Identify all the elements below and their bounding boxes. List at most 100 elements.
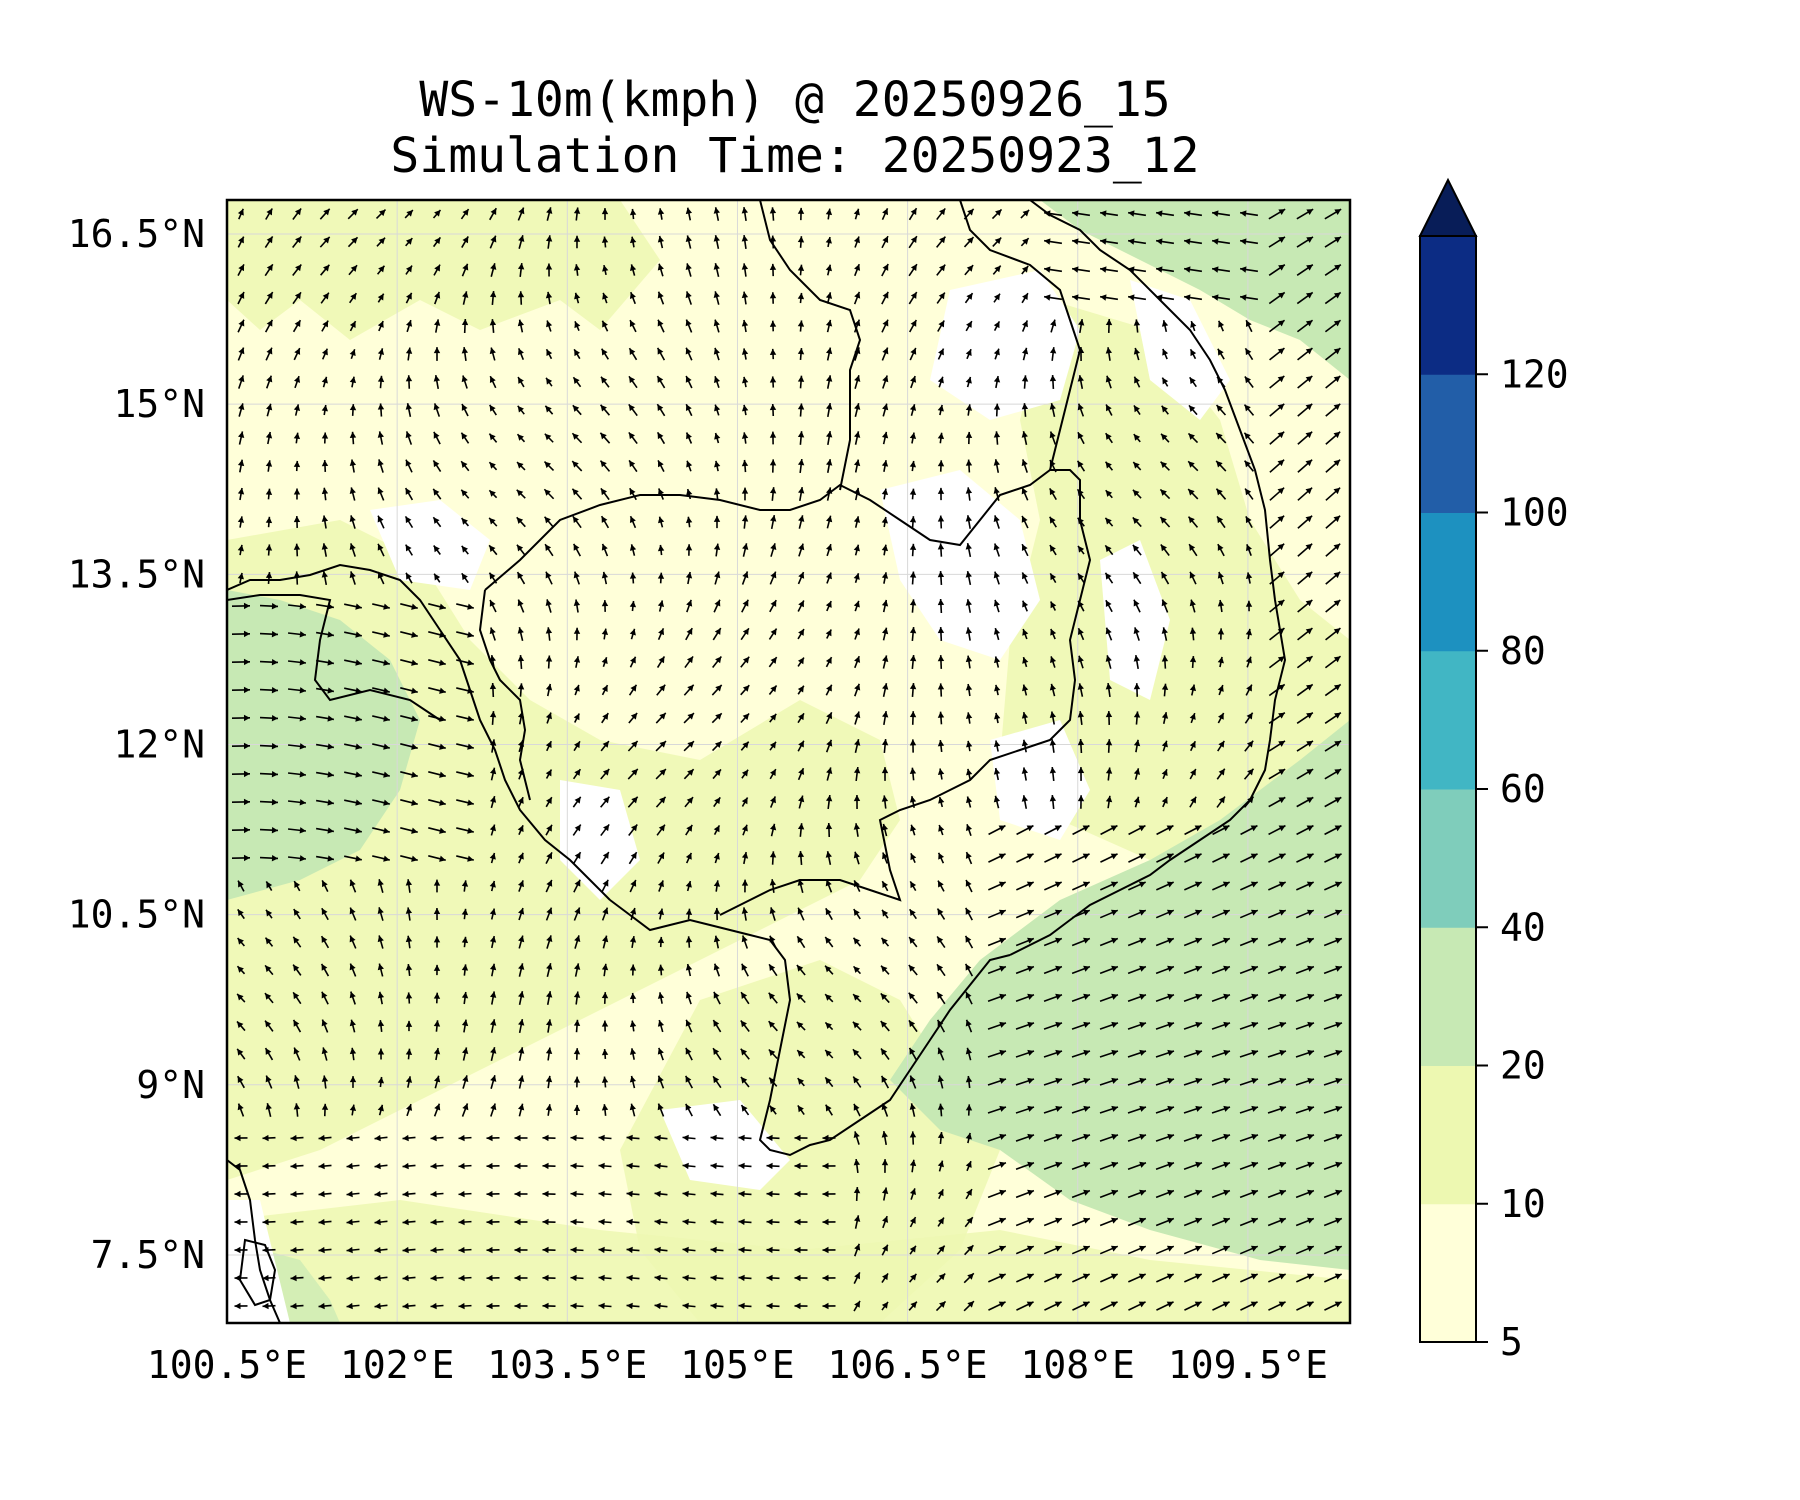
- wind-arrow: [405, 963, 413, 977]
- wind-arrow: [405, 375, 413, 389]
- wind-arrow: [881, 347, 889, 361]
- wind-arrow: [1015, 1105, 1035, 1114]
- wind-arrow: [908, 291, 918, 305]
- wind-arrow: [768, 1020, 778, 1032]
- wind-arrow: [1043, 294, 1063, 301]
- wind-arrow: [346, 1302, 360, 1310]
- wind-arrow: [797, 347, 805, 361]
- wind-arrow: [769, 487, 777, 501]
- wind-arrow: [400, 743, 418, 750]
- wind-arrow: [489, 207, 497, 221]
- wind-arrow: [1295, 1021, 1315, 1030]
- wind-arrow: [987, 1021, 1007, 1030]
- wind-arrow: [741, 291, 749, 305]
- wind-arrow: [433, 264, 441, 276]
- wind-arrow: [1133, 739, 1141, 753]
- wind-arrow: [1295, 937, 1315, 947]
- wind-arrow: [321, 1075, 329, 1089]
- wind-arrow: [1049, 402, 1056, 418]
- wind-arrow: [318, 1134, 332, 1142]
- wind-arrow: [1189, 796, 1197, 808]
- wind-arrow: [1295, 1245, 1315, 1255]
- wind-arrow: [1160, 433, 1170, 443]
- wind-arrow: [573, 571, 581, 585]
- wind-arrow: [1099, 1161, 1119, 1170]
- wind-arrow: [1295, 1189, 1315, 1199]
- wind-arrow: [937, 1047, 945, 1061]
- wind-arrow: [937, 376, 944, 388]
- wind-arrow: [344, 855, 362, 862]
- wind-arrow: [738, 1134, 752, 1142]
- wind-arrow: [993, 543, 1001, 557]
- wind-arrow: [514, 1190, 528, 1198]
- wind-arrow: [629, 236, 637, 248]
- wind-arrow: [988, 1273, 1006, 1283]
- wind-arrow: [740, 712, 750, 724]
- wind-arrow: [320, 264, 330, 276]
- wind-arrow: [428, 715, 446, 722]
- wind-arrow: [433, 431, 441, 445]
- wind-arrow: [489, 991, 497, 1005]
- wind-arrow: [628, 375, 638, 389]
- wind-arrow: [627, 740, 639, 752]
- wind-arrow: [344, 687, 362, 694]
- wind-arrow: [797, 657, 805, 667]
- wind-arrow: [1239, 1021, 1259, 1030]
- wind-arrow: [1244, 376, 1254, 388]
- wind-arrow: [264, 1047, 274, 1061]
- wind-arrow: [599, 432, 611, 444]
- wind-arrow: [377, 515, 385, 529]
- wind-arrow: [600, 515, 610, 529]
- wind-arrow: [769, 431, 777, 445]
- wind-arrow: [937, 739, 945, 753]
- wind-arrow: [321, 543, 328, 557]
- wind-arrow: [1043, 1217, 1063, 1227]
- wind-arrow: [1021, 265, 1029, 275]
- wind-arrow: [259, 770, 279, 778]
- wind-arrow: [1296, 236, 1314, 248]
- wind-arrow: [908, 263, 918, 277]
- wind-arrow: [1161, 683, 1169, 697]
- wind-arrow: [460, 432, 470, 444]
- calm-patch: [1100, 540, 1170, 700]
- wind-arrow: [825, 236, 832, 248]
- wind-arrow: [292, 1019, 302, 1033]
- wind-arrow: [937, 852, 945, 864]
- wind-arrow: [432, 488, 442, 500]
- wind-arrow: [1296, 853, 1314, 863]
- wind-arrow: [1043, 1105, 1063, 1114]
- wind-arrow: [769, 851, 777, 865]
- wind-arrow: [489, 290, 497, 306]
- wind-arrow: [600, 823, 610, 837]
- wind-arrow: [1268, 712, 1286, 724]
- wind-arrow: [315, 631, 335, 638]
- wind-arrow: [402, 1162, 416, 1170]
- wind-arrow: [656, 403, 666, 417]
- wind-arrow: [909, 347, 917, 361]
- wind-arrow: [405, 907, 413, 921]
- wind-arrow: [766, 1274, 780, 1282]
- wind-arrow: [853, 459, 861, 473]
- wind-arrow: [712, 627, 722, 641]
- wind-arrow: [433, 545, 441, 555]
- wind-arrow: [1105, 767, 1113, 781]
- wind-arrow: [517, 655, 525, 669]
- wind-arrow: [1240, 853, 1258, 863]
- wind-arrow: [489, 404, 497, 416]
- wind-arrow: [344, 827, 362, 834]
- wind-arrow: [489, 824, 496, 836]
- colorbar-segment: [1420, 650, 1476, 790]
- wind-arrow: [490, 1019, 497, 1033]
- wind-arrow: [601, 684, 609, 696]
- wind-arrow: [683, 712, 695, 724]
- wind-arrow: [1268, 236, 1286, 248]
- wind-arrow: [372, 799, 390, 806]
- wind-arrow: [1244, 347, 1254, 361]
- wind-arrow: [629, 319, 637, 333]
- wind-arrow: [826, 403, 833, 417]
- wind-arrow: [1189, 768, 1197, 780]
- wind-arrow: [797, 264, 805, 276]
- wind-arrow: [853, 851, 860, 865]
- wind-arrow: [1325, 375, 1341, 389]
- lat-tick-label: 12°N: [113, 722, 205, 766]
